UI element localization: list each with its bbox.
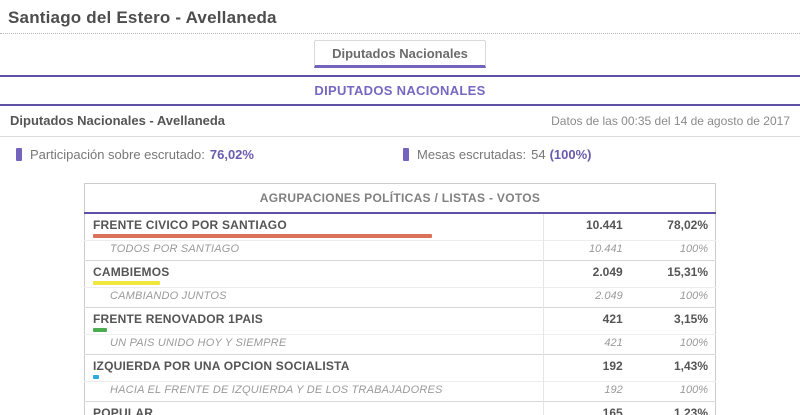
party-name: FRENTE RENOVADOR 1PAIS [93, 312, 263, 326]
participation-stat: Participación sobre escrutado: 76,02% [16, 147, 403, 162]
subsection-title: Diputados Nacionales - Avellaneda [10, 113, 226, 128]
party-name: POPULAR [93, 406, 154, 415]
party-name: IZQUIERDA POR UNA OPCION SOCIALISTA [93, 359, 350, 373]
party-row: FRENTE CIVICO POR SANTIAGO 10.441 78,02% [85, 213, 716, 241]
participation-label: Participación sobre escrutado: [30, 147, 205, 162]
party-row: POPULAR 165 1,23% [84, 401, 716, 415]
section-title: DIPUTADOS NACIONALES [314, 83, 486, 98]
stats-row: Participación sobre escrutado: 76,02% Me… [0, 137, 800, 171]
list-percent: 100% [679, 337, 708, 349]
list-name: UN PAIS UNIDO HOY Y SIEMPRE [110, 337, 287, 349]
results-table: AGRUPACIONES POLÍTICAS / LISTAS - VOTOS … [84, 183, 716, 415]
list-votes: 2.049 [543, 287, 630, 308]
results-table-header-row: AGRUPACIONES POLÍTICAS / LISTAS - VOTOS [84, 183, 716, 214]
page-header: Santiago del Estero - Avellaneda [0, 0, 800, 34]
party-votes: 165 [543, 401, 630, 415]
party-percent: 3,15% [673, 312, 708, 326]
list-row: HACIA EL FRENTE DE IZQUIERDA Y DE LOS TR… [84, 381, 716, 402]
subheader: Diputados Nacionales - Avellaneda Datos … [0, 106, 800, 137]
party-votes: 421 [543, 307, 630, 335]
list-row: TODOS POR SANTIAGO 10.441 100% [84, 240, 716, 261]
party-color-bar [93, 234, 432, 238]
party-row: IZQUIERDA POR UNA OPCION SOCIALISTA 192 … [84, 354, 716, 382]
list-votes: 192 [543, 381, 630, 402]
mesas-count: 54 [531, 147, 546, 162]
page-title: Santiago del Estero - Avellaneda [8, 8, 277, 27]
list-votes: 10.441 [543, 240, 630, 261]
tab-bar: Diputados Nacionales [0, 40, 800, 68]
party-name: FRENTE CIVICO POR SANTIAGO [93, 218, 287, 232]
results-table-container: AGRUPACIONES POLÍTICAS / LISTAS - VOTOS … [84, 183, 716, 415]
party-percent: 15,31% [667, 265, 708, 279]
list-percent: 100% [679, 243, 708, 255]
mesas-stat: Mesas escrutadas: 54 (100%) [403, 147, 790, 162]
party-color-bar [93, 281, 160, 285]
list-name: TODOS POR SANTIAGO [110, 243, 240, 255]
party-row: CAMBIEMOS 2.049 15,31% [84, 260, 716, 288]
results-table-body: FRENTE CIVICO POR SANTIAGO 10.441 78,02%… [84, 213, 716, 415]
participation-bullet-icon [16, 148, 22, 161]
list-name: HACIA EL FRENTE DE IZQUIERDA Y DE LOS TR… [110, 384, 443, 396]
party-color-bar [93, 375, 99, 379]
results-table-header: AGRUPACIONES POLÍTICAS / LISTAS - VOTOS [84, 183, 716, 214]
list-row: CAMBIANDO JUNTOS 2.049 100% [84, 287, 716, 308]
party-votes: 2.049 [543, 260, 630, 288]
participation-value: 76,02% [209, 147, 254, 162]
data-timestamp: Datos de las 00:35 del 14 de agosto de 2… [551, 113, 790, 128]
party-color-bar [93, 328, 107, 332]
list-votes: 421 [543, 334, 630, 355]
section-banner: DIPUTADOS NACIONALES [0, 75, 800, 106]
mesas-label: Mesas escrutadas: [417, 147, 527, 162]
mesas-percent: (100%) [549, 147, 592, 162]
tab-diputados-nacionales[interactable]: Diputados Nacionales [314, 40, 486, 68]
mesas-bullet-icon [403, 148, 409, 161]
party-row: FRENTE RENOVADOR 1PAIS 421 3,15% [84, 307, 716, 335]
party-percent: 1,43% [673, 359, 708, 373]
party-percent: 78,02% [667, 218, 708, 232]
list-row: UN PAIS UNIDO HOY Y SIEMPRE 421 100% [84, 334, 716, 355]
party-percent: 1,23% [673, 406, 708, 415]
list-percent: 100% [679, 290, 708, 302]
party-votes: 10.441 [543, 213, 630, 241]
list-percent: 100% [679, 384, 708, 396]
party-votes: 192 [543, 354, 630, 382]
party-name: CAMBIEMOS [93, 265, 170, 279]
list-name: CAMBIANDO JUNTOS [110, 290, 227, 302]
